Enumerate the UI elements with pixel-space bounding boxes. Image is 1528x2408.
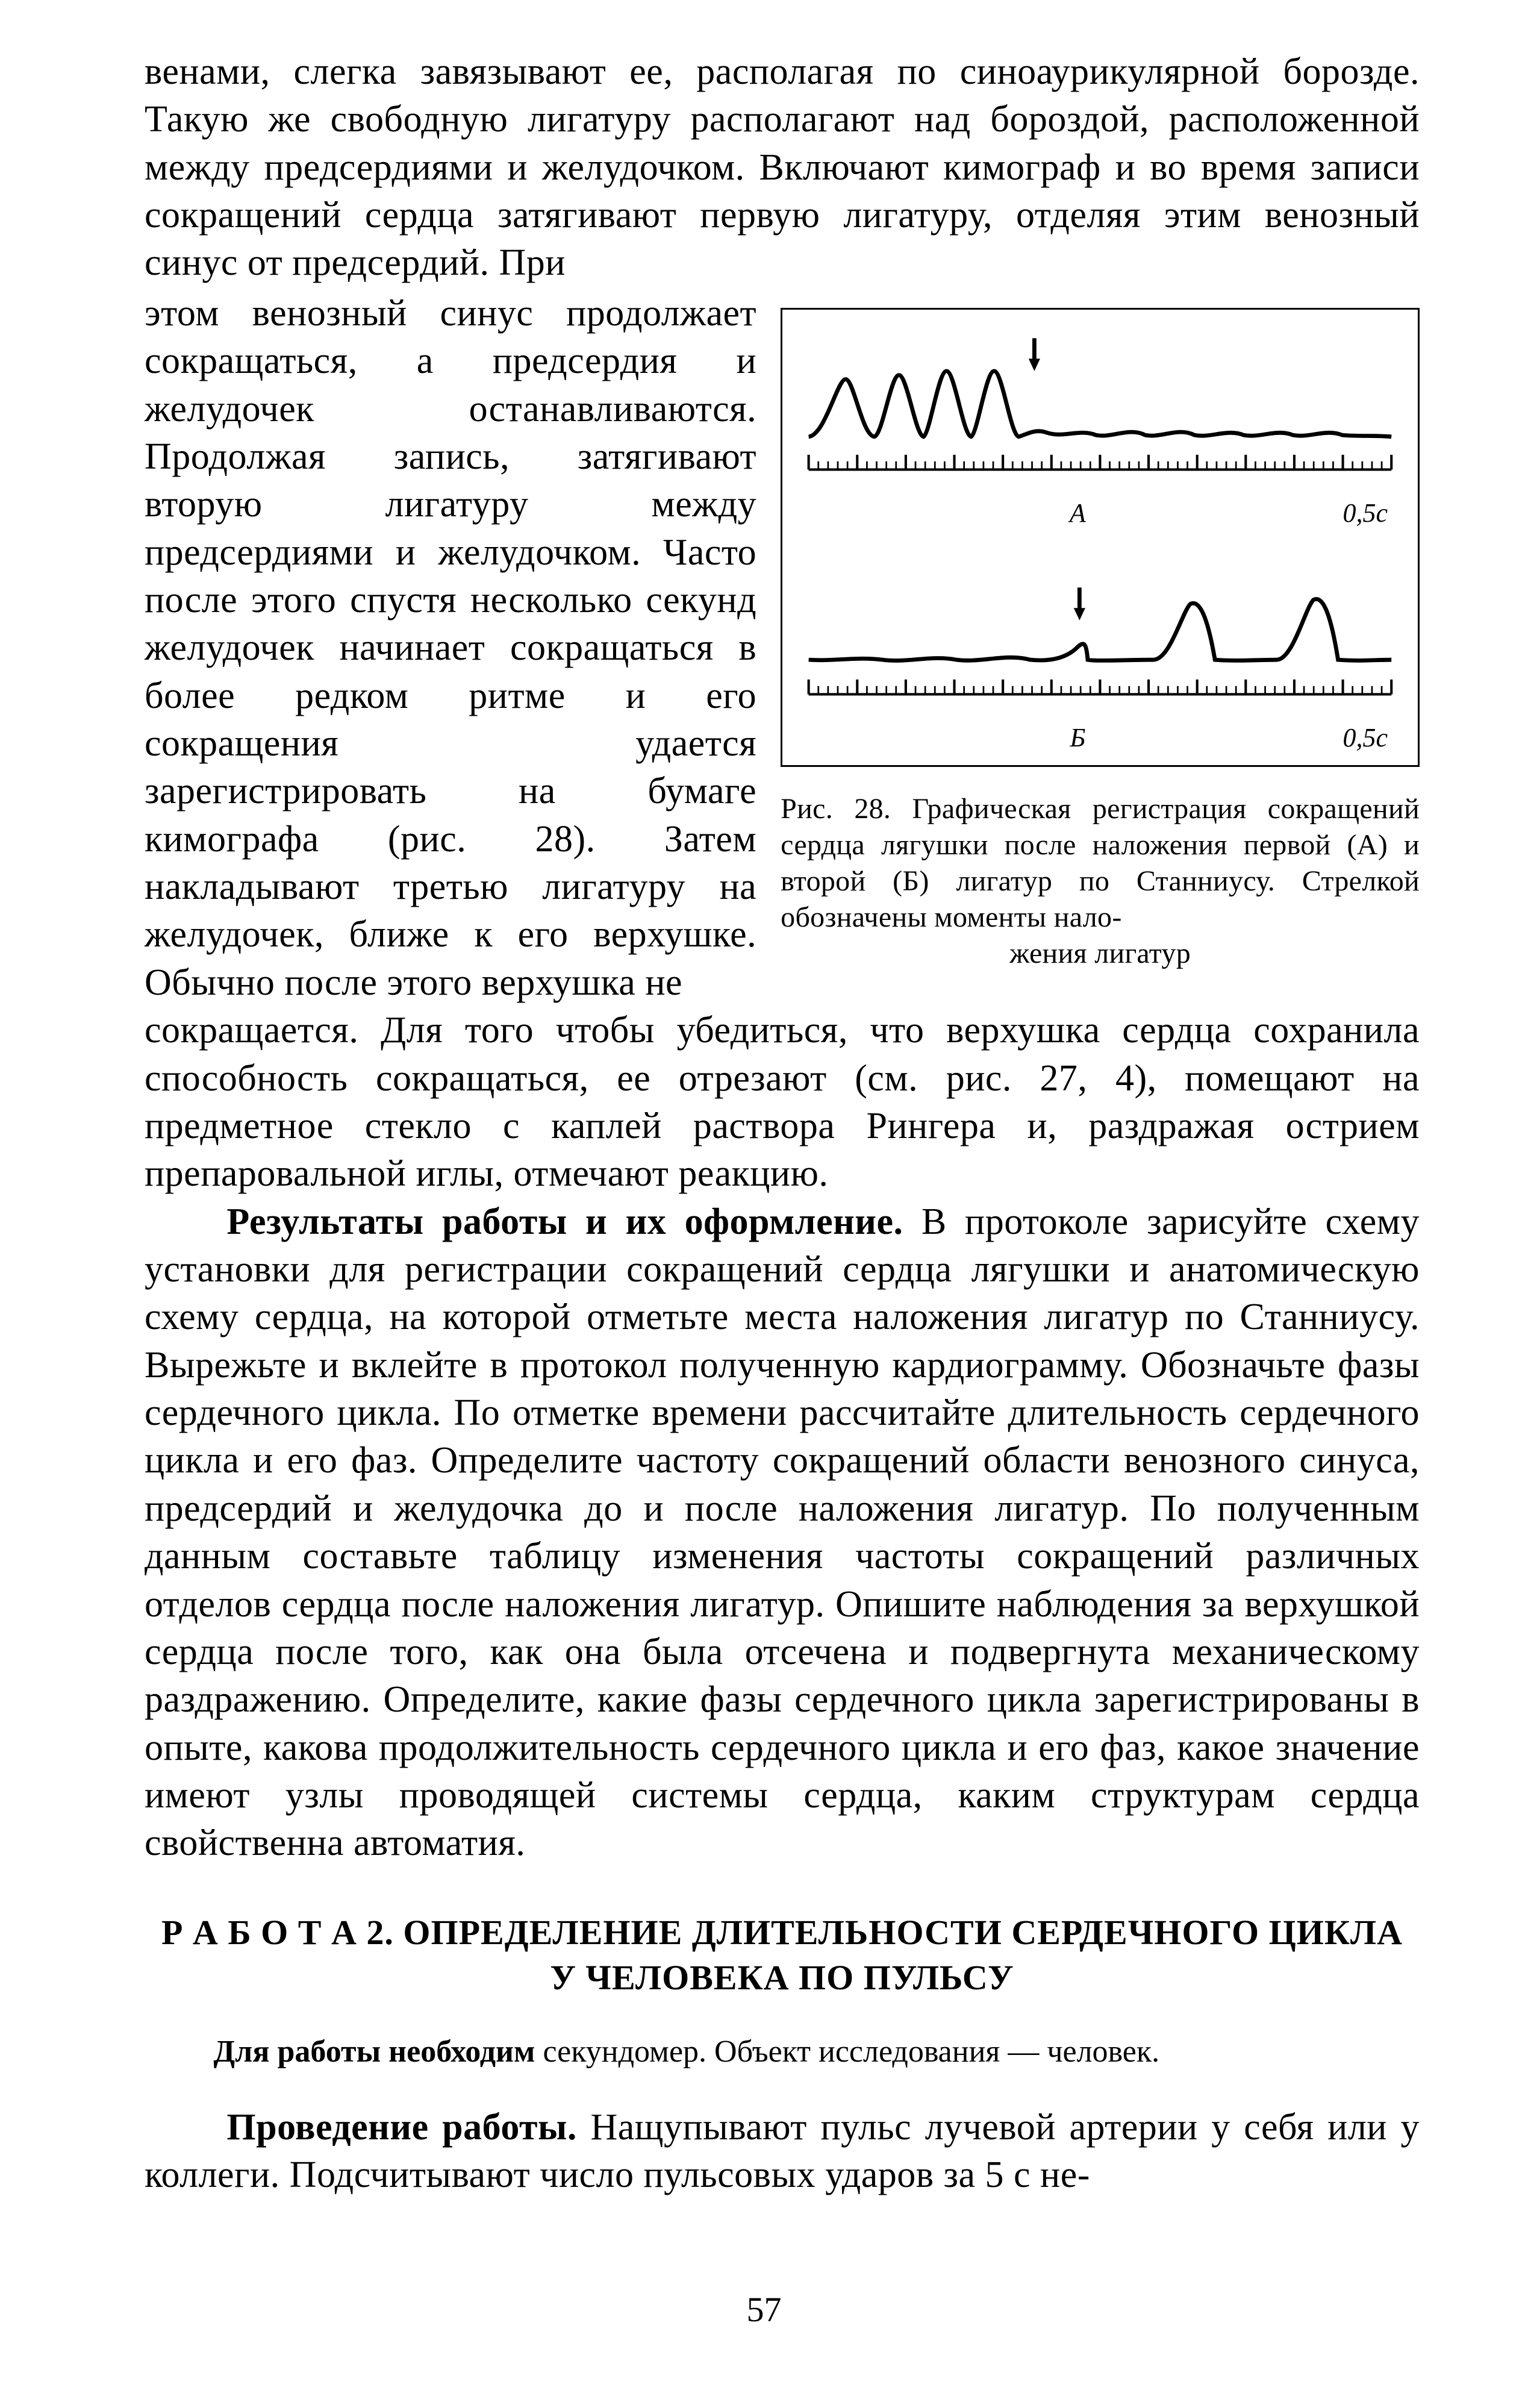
- paragraph-1-wrapped-left: этом венозный синус продолжает сокращать…: [145, 290, 756, 1007]
- materials-body: секундомер. Объект исследования — челове…: [535, 2034, 1159, 2069]
- figure-column: А 0,5с Б: [781, 290, 1420, 972]
- panel-b-labels: Б 0,5с: [800, 721, 1400, 759]
- p3-lead: Проведение работы.: [226, 2107, 576, 2148]
- figure-28-box: А 0,5с Б: [781, 308, 1420, 767]
- figure-panel-b: [800, 552, 1400, 721]
- title-line-2: У ЧЕЛОВЕКА ПО ПУЛЬСУ: [550, 1958, 1014, 1997]
- p1-tail: сокращается. Для того чтобы убедиться, ч…: [145, 1007, 1420, 1198]
- ticks-b: [809, 680, 1392, 695]
- materials-line: Для работы необходим секундомер. Объект …: [145, 2031, 1420, 2072]
- panel-a-letter: А: [812, 498, 1342, 528]
- scanned-page: венами, слегка завязывают ее, располагая…: [0, 0, 1528, 2408]
- trace-b-path: [809, 599, 1392, 660]
- p2-body: В протоколе зарисуйте схему установки дл…: [145, 1201, 1420, 1864]
- arrow-a-icon: [1029, 338, 1040, 371]
- work-2-title: Р А Б О Т А 2. ОПРЕДЕЛЕНИЕ ДЛИТЕЛЬНОСТИ …: [145, 1910, 1420, 2001]
- paragraph-1-top: венами, слегка завязывают ее, располагая…: [145, 48, 1420, 287]
- panel-a-time: 0,5с: [1342, 498, 1388, 528]
- arrow-b-icon: [1074, 587, 1085, 621]
- materials-lead: Для работы необходим: [213, 2034, 535, 2069]
- title-line-1: Р А Б О Т А 2. ОПРЕДЕЛЕНИЕ ДЛИТЕЛЬНОСТИ …: [161, 1913, 1403, 1952]
- trace-a-path: [809, 371, 1392, 437]
- panel-b-letter: Б: [812, 722, 1342, 753]
- paragraph-1-tail: сокращается. Для того чтобы убедиться, ч…: [145, 1007, 1420, 1198]
- trace-a-svg: [800, 328, 1400, 496]
- p1-wrap: этом венозный синус продолжает сокращать…: [145, 290, 756, 1007]
- caption-main: Рис. 28. Графическая регистрация сокраще…: [781, 793, 1420, 933]
- figure-panel-a: [800, 328, 1400, 496]
- trace-b-svg: [800, 552, 1400, 721]
- p2-lead: Результаты работы и их оформление.: [226, 1201, 903, 1242]
- caption-last: жения лигатур: [781, 936, 1420, 972]
- paragraph-2: Результаты работы и их оформление. В про…: [145, 1198, 1420, 1868]
- panel-a-labels: А 0,5с: [800, 496, 1400, 534]
- text-and-figure-wrap: этом венозный синус продолжает сокращать…: [145, 290, 1420, 1007]
- p1-full: венами, слегка завязывают ее, располагая…: [145, 48, 1420, 287]
- paragraph-3: Проведение работы. Нащупывают пульс луче…: [145, 2104, 1420, 2200]
- panel-b-time: 0,5с: [1342, 722, 1388, 753]
- ticks-a: [809, 455, 1392, 470]
- page-number: 57: [0, 2289, 1528, 2330]
- figure-28-caption: Рис. 28. Графическая регистрация сокраще…: [781, 791, 1420, 972]
